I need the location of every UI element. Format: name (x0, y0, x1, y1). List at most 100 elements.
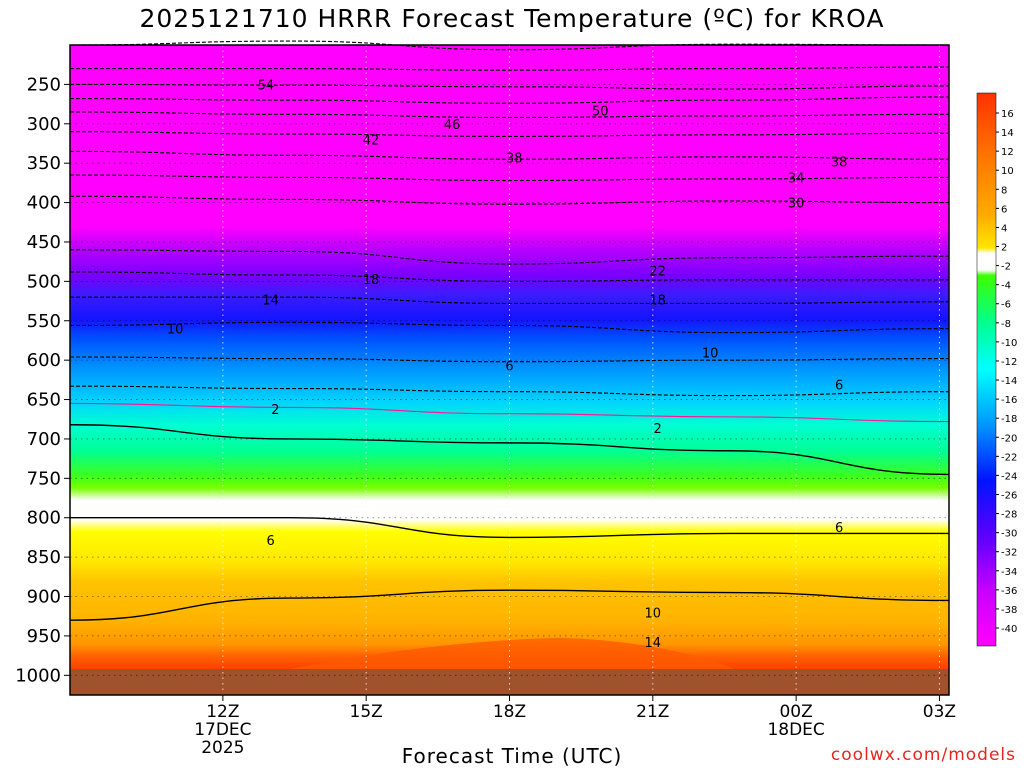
colorbar-tick-label: 2 (1001, 243, 1007, 254)
contour-label: 2 (271, 403, 279, 418)
contour-label: 30 (788, 197, 805, 212)
contour-label: 22 (649, 264, 666, 279)
x-tick-label: 03Z (923, 702, 956, 722)
y-tick-label: 300 (27, 114, 61, 135)
y-tick-label: 750 (27, 468, 61, 489)
isotherm-line (69, 385, 950, 397)
contour-label: 6 (505, 360, 513, 375)
isotherm-line (69, 96, 950, 104)
contour-label: 6 (267, 534, 275, 549)
contour-label: 2 (653, 422, 661, 437)
isotherm-line (69, 296, 950, 304)
y-tick-label: 500 (27, 271, 61, 292)
isotherm-line (69, 174, 950, 182)
colorbar-tick-label: 16 (1001, 109, 1014, 120)
x-axis-label: Forecast Time (UTC) (401, 744, 623, 768)
isotherm-line (69, 150, 950, 160)
isotherm-line (69, 249, 950, 265)
source-credit: coolwx.com/models (830, 745, 1016, 765)
isotherm-line (69, 356, 950, 363)
y-tick-label: 650 (27, 390, 61, 411)
y-tick-label: 600 (27, 350, 61, 371)
colorbar-tick-label: -12 (1001, 357, 1017, 368)
y-tick-label: 700 (27, 429, 61, 450)
colorbar (976, 92, 997, 647)
isotherm-line (69, 424, 950, 476)
colorbar-tick-label: -8 (1001, 319, 1011, 330)
colorbar-tick-label: 6 (1001, 204, 1007, 215)
isotherm-line (69, 271, 949, 282)
isotherm-line (69, 589, 950, 621)
y-tick-label: 550 (27, 311, 61, 332)
y-tick-label: 800 (27, 508, 61, 529)
x-tick-label: 00Z (779, 702, 812, 722)
isotherm-line (69, 195, 950, 205)
x-tick-label: 2025 (201, 738, 244, 758)
colorbar-tick-label: -26 (1001, 490, 1017, 501)
isotherm-line (70, 517, 949, 539)
colorbar-tick-label: -10 (1001, 338, 1017, 349)
colorbar-tick-label: -6 (1001, 300, 1011, 311)
colorbar-tick-label: -24 (1001, 471, 1017, 482)
colorbar-ticks: 16 14 12 10 8 6 4 2 -2 -4 -6 -8 -10 -12 -14 -16 -18 -20 -2… (996, 109, 1017, 635)
x-tick-label: 18DEC (767, 720, 824, 740)
colorbar-tick-label: 12 (1001, 147, 1014, 158)
contour-label: 50 (592, 104, 609, 119)
contour-label: 6 (835, 521, 843, 536)
y-tick-label: 850 (27, 547, 61, 568)
x-tick-label: 18Z (493, 702, 526, 722)
isotherm-line (69, 111, 950, 119)
colorbar-tick-label: -4 (1001, 281, 1011, 292)
y-tick-label: 450 (27, 232, 61, 253)
colorbar-tick-label: -2 (1001, 262, 1011, 273)
temperature-field (70, 45, 949, 669)
contour-label: 10 (702, 346, 719, 361)
isotherm-line (69, 402, 950, 423)
colorbar-tick-label: 10 (1001, 166, 1014, 177)
contour-label: 10 (167, 323, 184, 338)
contour-label: 6 (835, 379, 843, 394)
x-tick-label: 15Z (350, 702, 383, 722)
colorbar-tick-label: -32 (1001, 548, 1017, 559)
contour-label: 38 (506, 152, 523, 167)
isotherm-line (69, 321, 950, 334)
colorbar-tick-label: -36 (1001, 586, 1017, 597)
colorbar-tick-label: -14 (1001, 376, 1017, 387)
contour-label: 38 (831, 156, 848, 171)
isotherm-contours (69, 40, 950, 621)
y-tick-label: 250 (27, 74, 61, 95)
y-tick-label: 400 (27, 193, 61, 214)
colorbar-tick-label: -38 (1001, 605, 1017, 616)
colorbar-tick-label: -28 (1001, 510, 1017, 521)
x-tick-label: 17DEC (194, 720, 251, 740)
y-axis: 250 300 350 400 450 500 550 600 650 700 750 800 850 9… (15, 74, 70, 686)
isotherm-line (70, 66, 950, 71)
contour-label: 10 (645, 606, 662, 621)
isotherm-line (69, 83, 950, 90)
colorbar-tick-label: -34 (1001, 567, 1017, 578)
y-tick-label: 900 (27, 587, 61, 608)
x-tick-label: 12Z (206, 702, 239, 722)
colorbar-tick-label: -16 (1001, 395, 1017, 406)
contour-label: 14 (262, 293, 279, 308)
y-tick-label: 350 (27, 153, 61, 174)
colorbar-tick-label: -18 (1001, 414, 1017, 425)
contour-label: 14 (645, 636, 662, 651)
y-tick-label: 1000 (15, 665, 61, 686)
colorbar-tick-label: -30 (1001, 529, 1017, 540)
colorbar-tick-label: -40 (1001, 624, 1017, 635)
colorbar-tick-label: -20 (1001, 433, 1017, 444)
y-tick-label: 950 (27, 626, 61, 647)
contour-label: 18 (363, 273, 380, 288)
warm-core-region (290, 638, 735, 669)
contour-label: 18 (649, 293, 666, 308)
contour-label: 34 (788, 171, 805, 186)
colorbar-tick-label: 8 (1001, 185, 1007, 196)
contour-label: 54 (258, 78, 275, 93)
contour-label: 42 (363, 134, 380, 149)
colorbar-tick-label: 4 (1001, 223, 1007, 234)
chart-title: 2025121710 HRRR Forecast Temperature (ºC… (139, 4, 885, 33)
